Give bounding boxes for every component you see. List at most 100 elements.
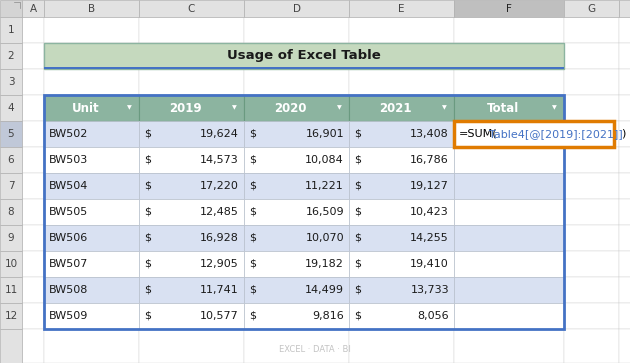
Bar	[564, 69, 619, 95]
Text: BW503: BW503	[49, 155, 88, 165]
Text: 12,485: 12,485	[200, 207, 239, 217]
Text: $: $	[144, 207, 151, 217]
Bar	[139, 69, 244, 95]
Bar	[244, 199, 349, 225]
Bar	[139, 225, 244, 251]
Bar	[244, 121, 349, 147]
Text: 9,816: 9,816	[312, 311, 344, 321]
Bar	[139, 121, 244, 147]
Bar	[619, 303, 630, 329]
Text: $: $	[354, 259, 361, 269]
Text: $: $	[144, 259, 151, 269]
Bar	[44, 329, 139, 363]
Text: 10,423: 10,423	[410, 207, 449, 217]
Bar	[454, 17, 564, 43]
Bar	[44, 303, 139, 329]
Bar	[44, 121, 139, 147]
Text: 8: 8	[8, 207, 14, 217]
Text: ▼: ▼	[442, 106, 447, 110]
Bar	[244, 251, 349, 277]
Text: 11: 11	[4, 285, 18, 295]
Bar	[244, 43, 349, 69]
Bar	[44, 17, 139, 43]
Bar	[244, 17, 349, 43]
Bar	[454, 173, 564, 199]
Text: E: E	[398, 4, 404, 13]
Text: 11,741: 11,741	[200, 285, 239, 295]
Bar	[454, 95, 564, 121]
Text: =SUM(: =SUM(	[459, 129, 498, 139]
Text: 2019: 2019	[169, 102, 202, 114]
Bar	[22, 121, 44, 147]
Text: 19,624: 19,624	[200, 129, 239, 139]
Bar	[619, 0, 630, 17]
Bar	[244, 121, 349, 147]
Text: 14,573: 14,573	[200, 155, 239, 165]
Text: 13,733: 13,733	[410, 285, 449, 295]
Bar	[244, 329, 349, 363]
Text: 16,509: 16,509	[306, 207, 344, 217]
Bar	[139, 303, 244, 329]
Text: 12,905: 12,905	[200, 259, 239, 269]
Bar	[619, 95, 630, 121]
Text: 13,408: 13,408	[410, 129, 449, 139]
Bar	[0, 329, 22, 363]
Bar	[139, 173, 244, 199]
Bar	[454, 225, 564, 251]
Bar	[44, 173, 139, 199]
Bar	[454, 147, 564, 173]
Text: 4: 4	[8, 103, 14, 113]
Bar	[0, 225, 22, 251]
Bar	[139, 95, 244, 121]
Bar	[22, 95, 44, 121]
Text: 19,182: 19,182	[305, 259, 344, 269]
Text: ▼: ▼	[127, 106, 132, 110]
Bar	[349, 121, 454, 147]
Text: Total: Total	[487, 102, 519, 114]
Text: $: $	[249, 259, 256, 269]
Text: $: $	[144, 285, 151, 295]
Bar	[44, 67, 564, 69]
Bar	[139, 17, 244, 43]
Bar	[619, 225, 630, 251]
Bar	[349, 173, 454, 199]
Text: 2021: 2021	[379, 102, 412, 114]
Text: ▼: ▼	[336, 106, 341, 110]
Bar	[349, 225, 454, 251]
Bar	[44, 173, 139, 199]
Bar	[619, 199, 630, 225]
Bar	[44, 43, 139, 69]
Bar	[454, 95, 564, 121]
Bar	[0, 95, 22, 121]
Text: 14,255: 14,255	[410, 233, 449, 243]
Bar	[244, 277, 349, 303]
Bar	[349, 121, 454, 147]
Text: $: $	[249, 129, 256, 139]
Text: 9: 9	[8, 233, 14, 243]
Text: BW505: BW505	[49, 207, 88, 217]
Bar	[0, 43, 22, 69]
Text: 1: 1	[8, 25, 14, 35]
Text: BW508: BW508	[49, 285, 88, 295]
Bar	[619, 147, 630, 173]
Bar	[619, 173, 630, 199]
Text: 3: 3	[8, 77, 14, 87]
Bar	[44, 277, 139, 303]
Text: 19,410: 19,410	[410, 259, 449, 269]
Text: BW509: BW509	[49, 311, 88, 321]
Text: $: $	[249, 155, 256, 165]
Text: Usage of Excel Table: Usage of Excel Table	[227, 49, 381, 62]
Text: C: C	[188, 4, 195, 13]
Bar	[22, 251, 44, 277]
Bar	[454, 121, 564, 147]
Bar	[349, 329, 454, 363]
Text: 14,499: 14,499	[305, 285, 344, 295]
Bar	[349, 17, 454, 43]
Bar	[139, 95, 244, 121]
Bar	[244, 147, 349, 173]
Bar	[44, 225, 139, 251]
Bar	[44, 199, 139, 225]
Text: 10,070: 10,070	[306, 233, 344, 243]
Text: $: $	[249, 233, 256, 243]
Bar	[349, 303, 454, 329]
